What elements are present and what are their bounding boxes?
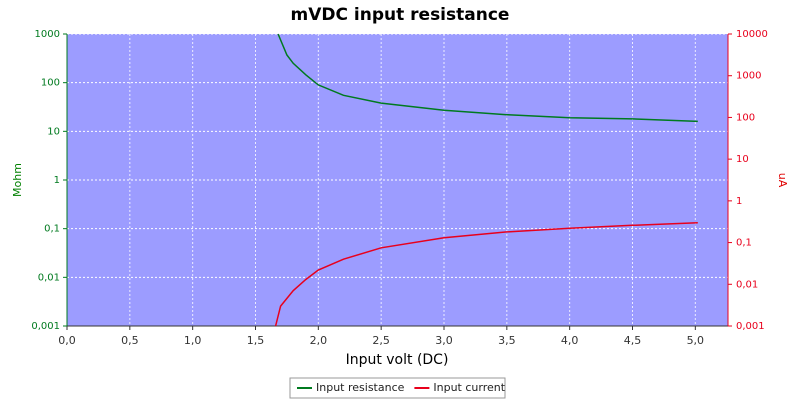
- legend-label: Input resistance: [316, 381, 405, 394]
- x-tick-label: 1,5: [247, 334, 265, 347]
- y-axis-label: Mohm: [11, 163, 24, 197]
- legend-label: Input current: [433, 381, 505, 394]
- y2-tick-label: 0,1: [736, 238, 752, 249]
- x-tick-label: 1,0: [184, 334, 202, 347]
- y2-tick-label: 1000: [736, 71, 761, 82]
- y-tick-label: 1000: [35, 29, 60, 40]
- x-tick-label: 4,5: [624, 334, 642, 347]
- x-tick-label: 0,0: [58, 334, 76, 347]
- series-line: [277, 33, 698, 123]
- x-tick-label: 5,0: [687, 334, 705, 347]
- series-line: [274, 221, 698, 327]
- y-tick-label: 10: [47, 126, 60, 137]
- y-tick-label: 1: [54, 175, 60, 186]
- x-tick-label: 0,5: [121, 334, 139, 347]
- legend-box: [289, 377, 506, 399]
- x-tick-label: 2,5: [372, 334, 390, 347]
- x-tick-label: 4,0: [561, 334, 579, 347]
- y2-tick-label: 10: [736, 154, 749, 165]
- y2-tick-label: 100: [736, 112, 755, 123]
- plot-area: [67, 34, 728, 326]
- y-tick-label: 0,001: [31, 321, 60, 332]
- y-tick-label: 100: [41, 78, 60, 89]
- y2-tick-label: 0,001: [736, 321, 765, 332]
- y2-axis-label: uA: [776, 173, 789, 188]
- y-tick-label: 0,1: [44, 224, 60, 235]
- chart-title: mVDC input resistance: [291, 5, 510, 25]
- x-tick-label: 2,0: [310, 334, 328, 347]
- x-axis-label: Input volt (DC): [346, 352, 449, 368]
- y2-tick-label: 0,01: [736, 279, 758, 290]
- x-tick-label: 3,0: [435, 334, 453, 347]
- x-tick-label: 3,5: [498, 334, 516, 347]
- y2-tick-label: 1: [736, 196, 742, 207]
- y-tick-label: 0,01: [38, 272, 60, 283]
- y2-tick-label: 10000: [736, 29, 768, 40]
